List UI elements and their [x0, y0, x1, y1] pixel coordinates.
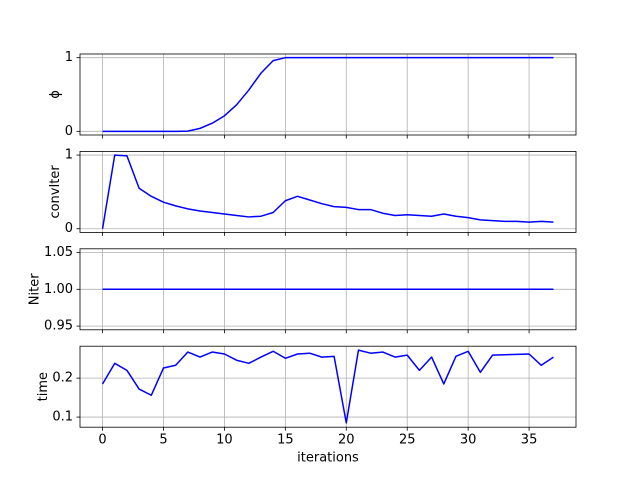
y-axis-label: time — [36, 372, 51, 401]
x-tick-label: 20 — [338, 433, 355, 448]
x-tick-label: 5 — [159, 433, 167, 448]
x-tick-label: 15 — [277, 433, 294, 448]
y-tick-label: 0.2 — [52, 371, 73, 386]
x-tick-label: 30 — [460, 433, 477, 448]
data-line — [101, 154, 554, 229]
axes-frame — [79, 150, 577, 233]
y-tick-label: 0.95 — [44, 319, 73, 334]
y-tick-label: 0 — [65, 124, 73, 139]
y-tick-label: 1.00 — [44, 282, 73, 297]
data-line — [102, 56, 554, 133]
axes-frame — [79, 248, 577, 331]
x-tick-label: 35 — [521, 433, 538, 448]
y-axis-label: convIter — [48, 165, 63, 219]
y-tick-label: 1 — [65, 148, 73, 163]
x-tick-label: 25 — [399, 433, 416, 448]
y-axis-label: Niter — [28, 273, 43, 305]
y-tick-label: 1.05 — [44, 245, 73, 260]
data-line — [101, 349, 554, 424]
x-axis-label: iterations — [297, 451, 359, 466]
y-tick-label: 1 — [65, 50, 73, 65]
y-axis-label: ϕ — [48, 90, 63, 99]
axes-frame — [79, 345, 577, 428]
x-tick-label: 0 — [98, 433, 106, 448]
y-tick-label: 0 — [65, 221, 73, 236]
y-tick-label: 0.1 — [52, 410, 73, 425]
x-tick-label: 10 — [216, 433, 233, 448]
axes-frame — [79, 53, 577, 136]
